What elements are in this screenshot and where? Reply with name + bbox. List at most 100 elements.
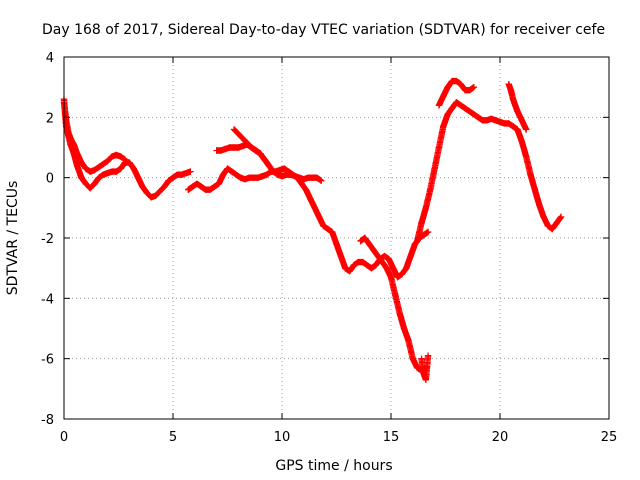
data-point: [224, 165, 231, 172]
data-point: [507, 86, 515, 94]
data-point: [357, 237, 364, 245]
data-point: [553, 219, 560, 227]
data-point: [527, 171, 534, 178]
data-point: [211, 183, 218, 190]
data-point: [320, 222, 327, 230]
data-point: [557, 213, 565, 221]
data-point: [73, 150, 81, 157]
data-point: [230, 126, 238, 133]
y-tick-label: 2: [46, 111, 54, 126]
data-point: [370, 246, 377, 254]
series-group: [418, 352, 432, 383]
data-point: [113, 168, 120, 175]
data-point: [409, 355, 416, 362]
data-point: [420, 370, 427, 377]
data-point: [252, 147, 260, 154]
data-point: [73, 162, 81, 169]
data-point: [117, 153, 124, 160]
data-point: [257, 150, 264, 157]
data-point: [265, 162, 273, 169]
data-point: [505, 120, 512, 127]
data-point: [396, 310, 403, 317]
data-point: [82, 180, 89, 187]
data-point: [104, 169, 111, 177]
data-point: [418, 355, 425, 362]
data-point: [259, 172, 266, 180]
data-point: [453, 77, 460, 85]
data-point: [100, 160, 107, 168]
series-markers: [357, 234, 430, 374]
x-tick-label: 0: [60, 430, 68, 445]
data-point: [178, 171, 185, 178]
data-point: [470, 111, 478, 118]
data-point: [215, 180, 222, 187]
series-group: [230, 126, 273, 169]
data-point: [182, 169, 190, 177]
data-series: [60, 77, 565, 383]
data-point: [126, 159, 133, 166]
data-point: [156, 188, 164, 195]
data-point: [383, 264, 390, 272]
data-point: [466, 108, 473, 115]
data-point: [235, 130, 242, 138]
data-point: [492, 117, 499, 124]
y-tick-label: -4: [41, 292, 54, 307]
data-point: [185, 186, 192, 193]
data-point: [91, 166, 98, 174]
data-point: [403, 264, 410, 272]
data-point: [457, 80, 464, 88]
data-point: [222, 145, 229, 153]
data-point: [531, 186, 539, 193]
series-group: [60, 96, 194, 201]
data-point: [121, 156, 129, 163]
series-group: [185, 165, 432, 281]
y-tick-label: 4: [46, 51, 54, 66]
data-point: [470, 83, 478, 91]
data-point: [113, 151, 120, 159]
axis-ticks: 0 5 10 15 20 25 -8 -6 -4 -2 0 2 4: [41, 51, 617, 445]
data-point: [239, 135, 246, 142]
series-group: [413, 99, 565, 245]
data-point: [169, 174, 177, 181]
data-point: [233, 171, 240, 178]
data-point: [421, 373, 428, 380]
data-point: [280, 165, 288, 172]
data-point: [440, 123, 447, 130]
data-point: [405, 337, 412, 344]
data-point: [78, 174, 85, 181]
chart-title: Day 168 of 2017, Sidereal Day-to-day VTE…: [42, 22, 605, 38]
data-point: [287, 171, 294, 178]
data-point: [239, 142, 246, 150]
series-group: [435, 77, 478, 109]
data-point: [311, 204, 318, 212]
data-point: [217, 147, 225, 154]
data-point: [544, 222, 552, 230]
x-tick-label: 15: [383, 430, 400, 445]
data-point: [187, 168, 194, 175]
data-point: [461, 105, 469, 112]
data-point: [509, 123, 517, 130]
data-point: [243, 139, 251, 147]
data-point: [363, 261, 371, 269]
data-point: [134, 174, 142, 181]
data-point: [522, 126, 530, 133]
data-point: [342, 264, 349, 272]
x-tick-label: 10: [274, 430, 291, 445]
data-point: [407, 252, 414, 260]
data-point: [496, 118, 504, 126]
data-point: [291, 172, 299, 180]
data-point: [540, 213, 547, 221]
data-point: [366, 240, 373, 248]
data-point: [444, 111, 451, 118]
data-point: [444, 83, 451, 91]
data-point: [522, 153, 530, 160]
data-point: [466, 86, 473, 94]
data-point: [435, 144, 443, 151]
data-point: [108, 153, 116, 160]
data-point: [440, 93, 447, 100]
data-point: [424, 228, 432, 236]
data-point: [324, 225, 331, 233]
data-point: [139, 183, 146, 190]
data-point: [448, 105, 456, 112]
